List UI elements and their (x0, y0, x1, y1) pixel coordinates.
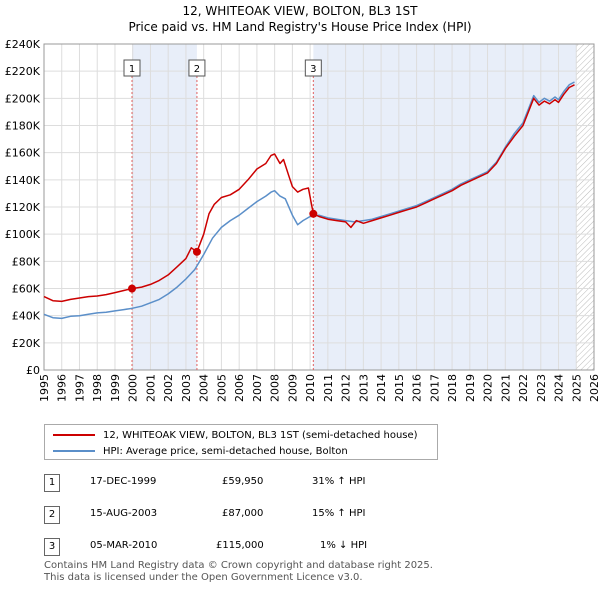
y-tick-label: £120K (5, 201, 41, 214)
chart-subtitle: Price paid vs. HM Land Registry's House … (128, 20, 472, 34)
x-tick-label: 2004 (198, 374, 211, 402)
y-tick-label: £0 (26, 364, 40, 377)
transaction-hpi-change: 1% ↓ HPI (320, 540, 368, 551)
transaction-date: 15-AUG-2003 (90, 508, 158, 519)
legend: 12, WHITEOAK VIEW, BOLTON, BL3 1ST (semi… (44, 424, 438, 460)
x-tick-label: 2012 (340, 374, 353, 402)
x-tick-label: 2022 (517, 374, 530, 402)
x-tick-label: 2001 (144, 374, 157, 402)
sale-marker-box (304, 59, 322, 77)
transaction-price: £59,950 (222, 476, 264, 487)
y-tick-label: £200K (5, 92, 41, 105)
transaction-price: £87,000 (222, 508, 264, 519)
y-tick-label: £240K (5, 38, 41, 51)
x-tick-label: 2017 (428, 374, 441, 402)
sale-marker-box (123, 59, 141, 77)
legend-label-property: 12, WHITEOAK VIEW, BOLTON, BL3 1ST (semi… (103, 429, 418, 441)
y-tick-label: £160K (5, 147, 41, 160)
transaction-marker: 1 (44, 474, 60, 492)
x-tick-label: 2019 (464, 374, 477, 402)
footer-copyright: Contains HM Land Registry data © Crown c… (44, 560, 433, 571)
sale-point (192, 247, 201, 256)
x-tick-label: 2015 (393, 374, 406, 402)
x-tick-label: 1996 (56, 374, 69, 402)
transaction-hpi-change: 15% ↑ HPI (312, 508, 366, 519)
x-tick-label: 2008 (269, 374, 282, 402)
y-tick-label: £100K (5, 228, 41, 241)
x-tick-label: 2016 (411, 374, 424, 402)
legend-item-property: 12, WHITEOAK VIEW, BOLTON, BL3 1ST (semi… (53, 428, 418, 442)
x-tick-label: 2002 (162, 374, 175, 402)
x-tick-label: 2006 (233, 374, 246, 402)
sale-marker-label: 3 (310, 64, 316, 75)
transaction-date: 17-DEC-1999 (90, 476, 157, 487)
x-tick-label: 1995 (38, 374, 51, 402)
plot-frame (43, 43, 595, 371)
legend-swatch-property (53, 434, 95, 436)
transaction-marker: 2 (44, 506, 60, 524)
x-tick-label: 2013 (357, 374, 370, 402)
sale-point (309, 209, 318, 218)
sale-point (128, 284, 136, 293)
x-tick-label: 2018 (446, 374, 459, 402)
y-tick-label: £20K (12, 337, 41, 350)
x-tick-label: 2021 (499, 374, 512, 402)
sale-marker-label: 1 (129, 64, 135, 75)
x-tick-label: 2026 (588, 374, 600, 402)
sale-marker-box (188, 59, 206, 77)
y-tick-label: £180K (5, 120, 41, 133)
x-tick-label: 2009 (286, 374, 299, 402)
x-tick-label: 2023 (535, 374, 548, 402)
x-tick-label: 1997 (73, 374, 86, 402)
chart-title: 12, WHITEOAK VIEW, BOLTON, BL3 1ST (182, 4, 418, 18)
sale-marker-label: 2 (194, 64, 200, 75)
legend-item-hpi: HPI: Average price, semi-detached house,… (53, 444, 348, 458)
y-tick-label: £80K (12, 255, 41, 268)
footer-licence: This data is licensed under the Open Gov… (44, 572, 363, 583)
x-tick-label: 2020 (482, 374, 495, 402)
x-tick-label: 2003 (180, 374, 193, 402)
transaction-date: 05-MAR-2010 (90, 540, 158, 551)
y-tick-label: £40K (12, 310, 41, 323)
x-tick-label: 2011 (322, 374, 335, 402)
x-tick-label: 2000 (127, 374, 140, 402)
x-tick-label: 2014 (375, 374, 388, 402)
x-tick-label: 2005 (215, 374, 228, 402)
x-tick-label: 1998 (91, 374, 104, 402)
x-tick-label: 2025 (570, 374, 583, 402)
transaction-hpi-change: 31% ↑ HPI (312, 476, 366, 487)
transaction-price: £115,000 (216, 540, 264, 551)
x-tick-label: 2010 (304, 374, 317, 402)
legend-swatch-hpi (53, 450, 95, 452)
price-chart: £0 £20K £40K £60K £80K £100K £120K £140K £160K £1… (5, 38, 600, 402)
y-tick-label: £140K (5, 174, 41, 187)
x-tick-label: 2024 (553, 374, 566, 402)
property-price-line (43, 84, 575, 303)
y-tick-label: £220K (5, 65, 41, 78)
y-tick-label: £60K (12, 283, 41, 296)
legend-label-hpi: HPI: Average price, semi-detached house,… (103, 445, 348, 457)
x-tick-label: 1999 (109, 374, 122, 402)
x-tick-label: 2007 (251, 374, 264, 402)
transaction-marker: 3 (44, 538, 60, 556)
